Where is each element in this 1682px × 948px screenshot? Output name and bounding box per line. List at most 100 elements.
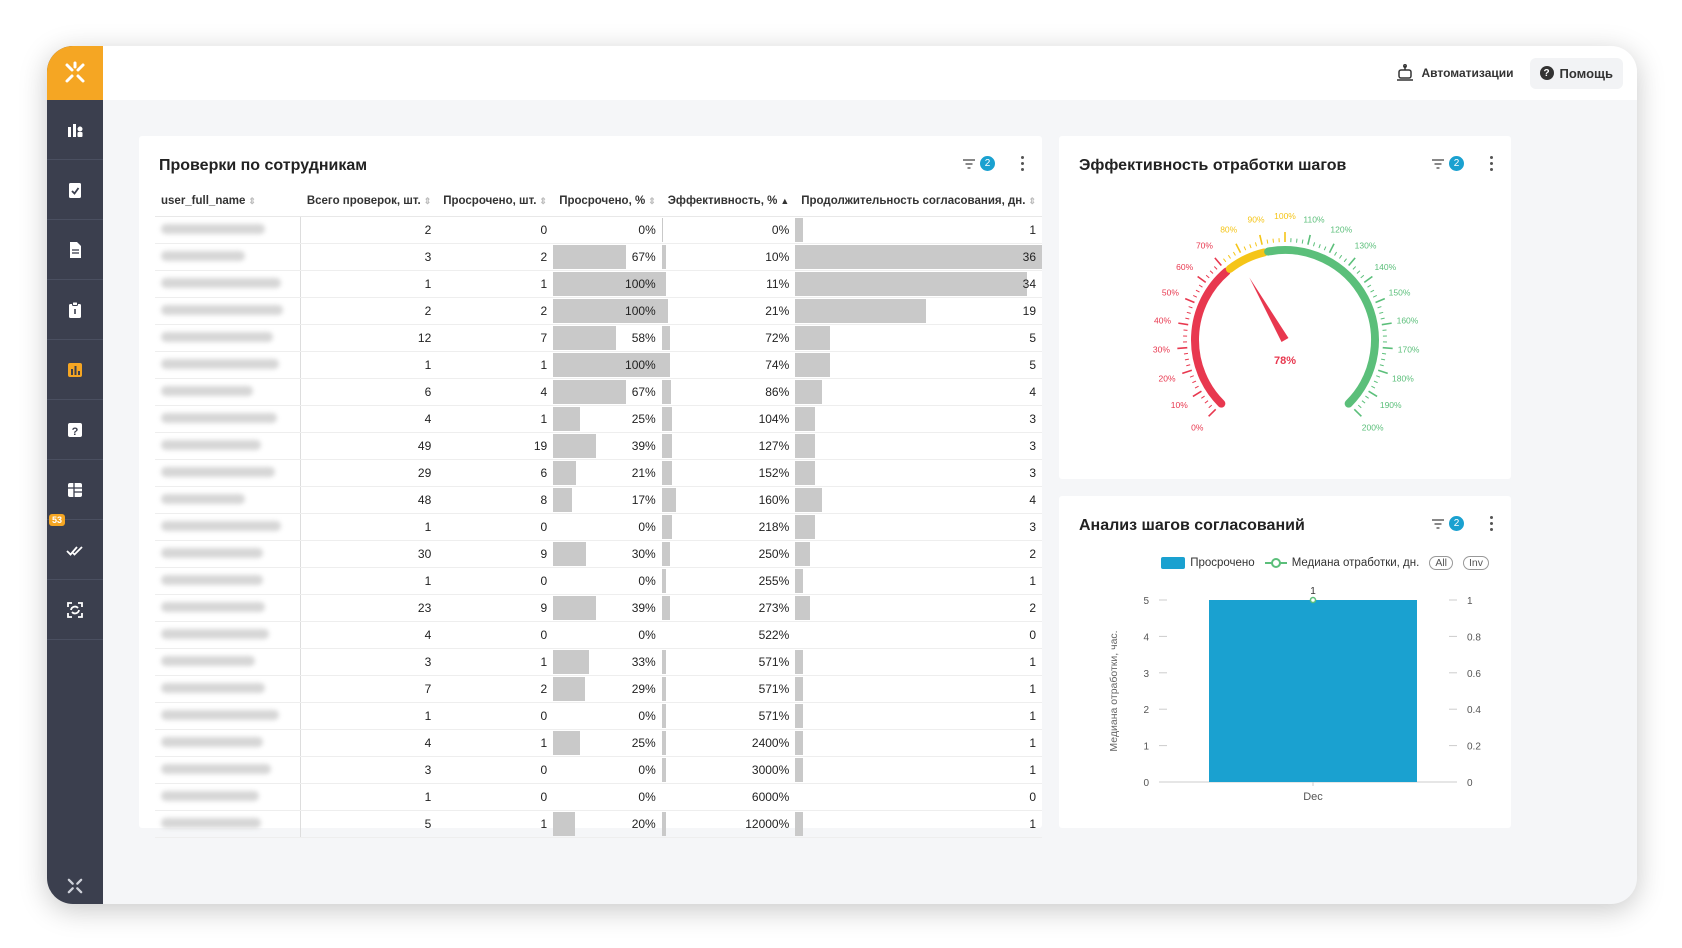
column-header[interactable]: Эффективность, % ▲	[661, 186, 796, 217]
value-bar	[661, 676, 666, 701]
table-row[interactable]: 6 4 67% 86% 4	[155, 378, 1042, 406]
cell-value: 1	[1029, 735, 1036, 750]
filter-button[interactable]: 2	[1432, 516, 1464, 531]
table-cell: 2	[437, 675, 554, 703]
cell-value: 30%	[631, 546, 656, 561]
filter-button[interactable]: 2	[1432, 156, 1464, 171]
gauge-tick-label: 130%	[1355, 241, 1377, 251]
table-row[interactable]: 23 9 39% 273% 2	[155, 594, 1042, 622]
column-header[interactable]: Всего проверок, шт. ⇕	[300, 186, 438, 217]
median-point[interactable]	[1309, 596, 1317, 604]
sidebar-item-bar-chart[interactable]	[47, 340, 103, 400]
redacted-name	[161, 250, 245, 261]
sort-icon[interactable]: ⇕	[539, 195, 547, 206]
table-cell: 4	[437, 378, 554, 406]
table-row[interactable]: 12 7 58% 72% 5	[155, 324, 1042, 352]
gauge-major-tick	[1363, 275, 1373, 284]
table-row[interactable]: 1 0 0% 218% 3	[155, 513, 1042, 541]
table-cell: 0%	[553, 621, 662, 649]
value-bar	[795, 487, 823, 512]
table-row[interactable]: 4 1 25% 104% 3	[155, 405, 1042, 433]
y-tick-label: 4	[1143, 632, 1149, 643]
column-header[interactable]: Продолжительность согласования, дн. ⇕	[795, 186, 1042, 217]
more-menu-icon[interactable]	[1490, 156, 1493, 171]
sidebar-item-question[interactable]: ?	[47, 400, 103, 460]
table-cell: 571%	[661, 648, 796, 676]
column-header[interactable]: user_full_name ⇕	[155, 186, 301, 217]
cell-value: 1	[1029, 573, 1036, 588]
table-cell: 12000%	[661, 810, 796, 838]
gauge-tick-label: 200%	[1362, 423, 1384, 433]
table-row[interactable]: 3 2 67% 10% 36	[155, 243, 1042, 271]
table-row[interactable]: 30 9 30% 250% 2	[155, 540, 1042, 568]
legend-all-button[interactable]: All	[1429, 556, 1453, 570]
gauge-minor-tick	[1360, 274, 1365, 279]
legend-invert-button[interactable]: Inv	[1462, 556, 1489, 570]
more-menu-icon[interactable]	[1490, 516, 1493, 531]
automations-button[interactable]: Автоматизации	[1385, 55, 1523, 91]
more-menu-icon[interactable]	[1021, 156, 1024, 171]
gauge-minor-tick	[1323, 246, 1327, 251]
legend-item-median[interactable]: Медиана отработки, дн.	[1264, 557, 1419, 569]
sidebar-item-table[interactable]	[47, 460, 103, 520]
table-cell: 0	[795, 621, 1042, 649]
table-cell: 1	[300, 351, 438, 379]
app-logo[interactable]	[47, 46, 103, 100]
table-row[interactable]: 1 0 0% 571% 1	[155, 702, 1042, 730]
sidebar-item-clipboard-check[interactable]	[47, 160, 103, 220]
help-button[interactable]: ? Помощь	[1529, 57, 1623, 89]
sort-icon[interactable]: ⇕	[248, 195, 256, 206]
logo-icon	[65, 61, 85, 83]
sidebar-item-users-bars[interactable]	[47, 100, 103, 160]
user-name-cell	[155, 432, 302, 460]
table-row[interactable]: 4 1 25% 2400% 1	[155, 729, 1042, 757]
table-row[interactable]: 2 0 0% 0% 1	[155, 216, 1042, 244]
sidebar-item-document[interactable]	[47, 220, 103, 280]
table-cell: 127%	[661, 432, 796, 460]
cell-value: 34	[1022, 276, 1036, 291]
filter-button[interactable]: 2	[963, 156, 995, 171]
sidebar-item-clipboard[interactable]	[47, 280, 103, 340]
table-cell: 21%	[553, 459, 662, 487]
table-row[interactable]: 49 19 39% 127% 3	[155, 432, 1042, 460]
value-bar	[795, 460, 815, 485]
table-row[interactable]: 2 2 100% 21% 19	[155, 297, 1042, 325]
sidebar-item-expand[interactable]	[47, 580, 103, 640]
gauge-minor-tick	[1312, 242, 1316, 247]
table-row[interactable]: 29 6 21% 152% 3	[155, 459, 1042, 487]
small-logo-icon[interactable]	[65, 876, 85, 896]
table-row[interactable]: 1 1 100% 11% 34	[155, 270, 1042, 298]
bar-overdue[interactable]	[1209, 600, 1417, 782]
column-header[interactable]: Просрочено, шт. ⇕	[437, 186, 554, 217]
table-row[interactable]: 1 0 0% 255% 1	[155, 567, 1042, 595]
cell-value: 48	[417, 492, 432, 507]
sort-icon[interactable]: ⇕	[648, 195, 656, 206]
table-cell: 1	[437, 405, 554, 433]
column-header[interactable]: Просрочено, % ⇕	[553, 186, 662, 217]
table-row[interactable]: 1 0 0% 6000% 0	[155, 783, 1042, 811]
table-row[interactable]: 3 1 33% 571% 1	[155, 648, 1042, 676]
table-cell: 1	[795, 702, 1042, 730]
sidebar-item-double-check[interactable]: 53	[47, 514, 103, 580]
table-cell: 255%	[661, 567, 796, 595]
legend-item-overdue[interactable]: Просрочено	[1161, 556, 1255, 569]
sort-icon[interactable]: ⇕	[1028, 195, 1036, 206]
gauge-minor-tick	[1198, 284, 1203, 288]
value-bar	[795, 244, 1042, 269]
table-row[interactable]: 4 0 0% 522% 0	[155, 621, 1042, 649]
table-row[interactable]: 48 8 17% 160% 4	[155, 486, 1042, 514]
gauge-major-tick	[1353, 408, 1362, 417]
table-row[interactable]: 5 1 20% 12000% 1	[155, 810, 1042, 838]
sort-asc-icon[interactable]: ▲	[780, 195, 790, 206]
table-cell: 1	[437, 270, 554, 298]
sort-icon[interactable]: ⇕	[423, 195, 432, 206]
table-row[interactable]: 1 1 100% 74% 5	[155, 351, 1042, 379]
cell-value: 1	[1029, 708, 1036, 723]
gauge-minor-tick	[1192, 380, 1197, 384]
table-row[interactable]: 7 2 29% 571% 1	[155, 675, 1042, 703]
table-row[interactable]: 3 0 0% 3000% 1	[155, 756, 1042, 784]
chart-legend: Просрочено Медиана отработки, дн. All In…	[1161, 556, 1489, 570]
cell-value: 20%	[631, 816, 656, 831]
table-cell: 8	[437, 486, 554, 514]
table-cell: 17%	[553, 486, 662, 514]
